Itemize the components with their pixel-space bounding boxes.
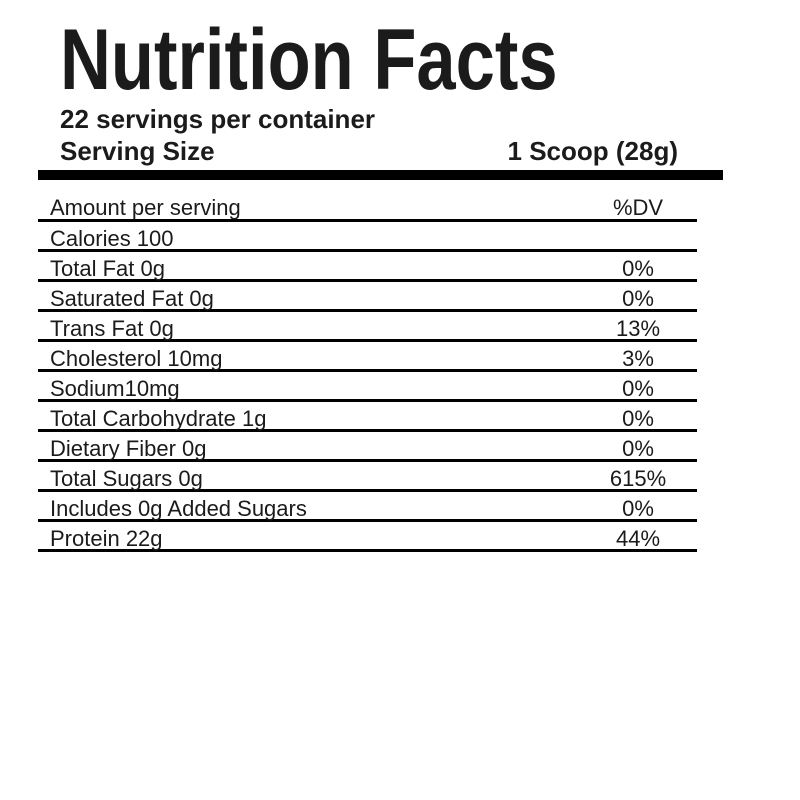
thick-divider-bar bbox=[38, 170, 723, 180]
nutrient-name: Calories 100 bbox=[50, 226, 174, 251]
nutrient-table: Amount per serving %DV Calories 100 Tota… bbox=[38, 182, 697, 552]
table-header-row: Amount per serving %DV bbox=[38, 182, 697, 222]
nutrient-name: Dietary Fiber 0g bbox=[50, 436, 207, 461]
servings-per-container: 22 servings per container bbox=[60, 104, 376, 134]
nutrient-name: Saturated Fat 0g bbox=[50, 286, 214, 311]
nutrient-name: Total Carbohydrate 1g bbox=[50, 406, 267, 431]
table-row-cholesterol: Cholesterol 10mg 3% bbox=[38, 342, 697, 372]
nutrient-name: Total Fat 0g bbox=[50, 256, 165, 281]
nutrient-name: Cholesterol 10mg bbox=[50, 346, 223, 371]
nutrient-name: Total Sugars 0g bbox=[50, 466, 203, 491]
table-row-total-carbohydrate: Total Carbohydrate 1g 0% bbox=[38, 402, 697, 432]
serving-size-value: 1 Scoop (28g) bbox=[507, 136, 678, 166]
table-row-sodium: Sodium10mg 0% bbox=[38, 372, 697, 402]
percent-dv-header: %DV bbox=[612, 195, 664, 220]
nutrient-dv: 3% bbox=[622, 346, 654, 371]
table-row-trans-fat: Trans Fat 0g 13% bbox=[38, 312, 697, 342]
table-row-added-sugars: Includes 0g Added Sugars 0% bbox=[38, 492, 697, 522]
table-row-saturated-fat: Saturated Fat 0g 0% bbox=[38, 282, 697, 312]
nutrient-dv: 0% bbox=[622, 256, 654, 281]
nutrient-name: Trans Fat 0g bbox=[50, 316, 174, 341]
table-row-dietary-fiber: Dietary Fiber 0g 0% bbox=[38, 432, 697, 462]
table-row-total-fat: Total Fat 0g 0% bbox=[38, 252, 697, 282]
table-row-total-sugars: Total Sugars 0g 615% bbox=[38, 462, 697, 492]
table-row-protein: Protein 22g 44% bbox=[38, 522, 697, 552]
nutrient-dv: 0% bbox=[622, 436, 654, 461]
nutrition-label: Nutrition Facts 22 servings per containe… bbox=[38, 0, 723, 600]
nutrient-dv: 0% bbox=[622, 406, 654, 431]
nutrient-dv: 0% bbox=[622, 496, 654, 521]
nutrient-dv: 0% bbox=[622, 376, 654, 401]
nutrient-name: Sodium10mg bbox=[50, 376, 180, 401]
serving-size-row: Serving Size 1 Scoop (28g) bbox=[60, 136, 678, 166]
table-row-calories: Calories 100 bbox=[38, 222, 697, 252]
serving-size-label: Serving Size bbox=[60, 136, 215, 166]
amount-per-serving-label: Amount per serving bbox=[50, 195, 241, 220]
nutrient-dv: 44% bbox=[615, 526, 661, 551]
nutrient-dv: 615% bbox=[609, 466, 667, 491]
nutrition-facts-title: Nutrition Facts bbox=[60, 12, 558, 108]
nutrient-dv: 13% bbox=[615, 316, 661, 341]
nutrient-name: Protein 22g bbox=[50, 526, 163, 551]
nutrient-name: Includes 0g Added Sugars bbox=[50, 496, 307, 521]
nutrient-dv: 0% bbox=[622, 286, 654, 311]
